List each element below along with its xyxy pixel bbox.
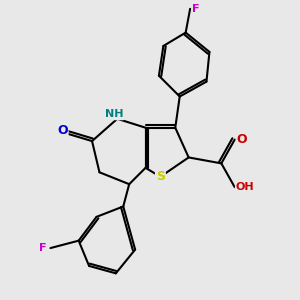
Text: S: S — [156, 170, 165, 183]
Text: O: O — [57, 124, 68, 137]
Text: NH: NH — [105, 109, 124, 119]
Text: O: O — [237, 133, 248, 146]
Text: F: F — [39, 243, 47, 253]
Text: OH: OH — [236, 182, 254, 192]
Text: F: F — [192, 4, 200, 14]
